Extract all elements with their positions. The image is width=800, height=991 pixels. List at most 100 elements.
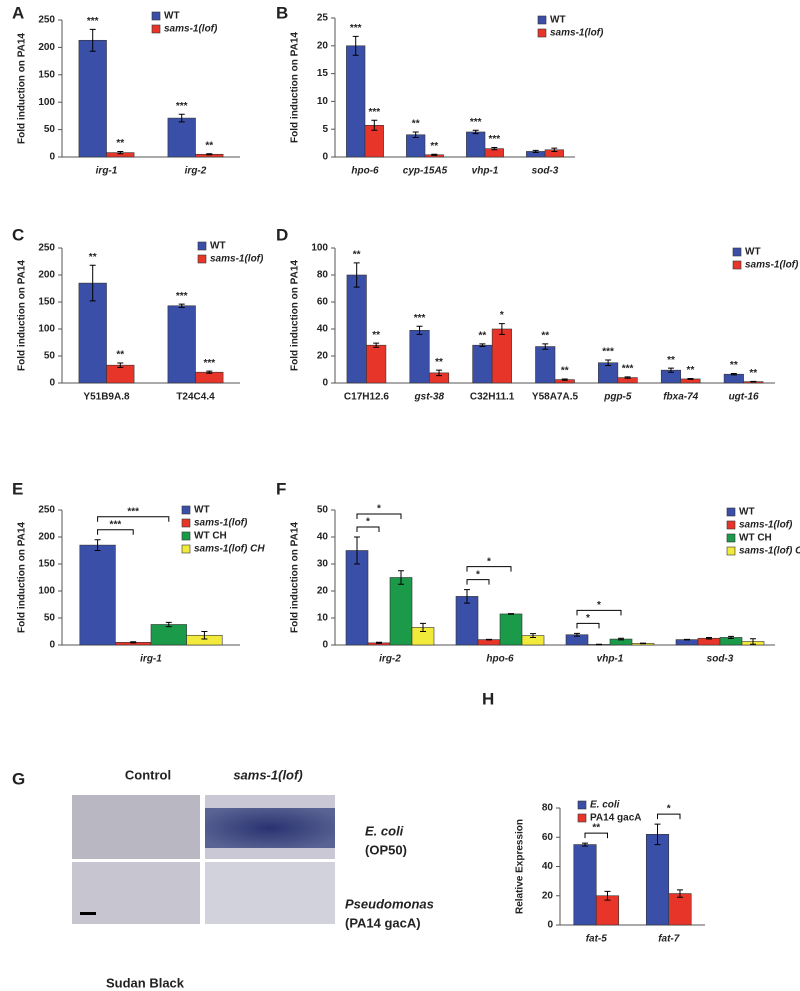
y-tick-label: 30	[317, 559, 329, 570]
x-tick-label: hpo-6	[351, 166, 379, 177]
error-bar	[486, 638, 492, 641]
significance: **	[372, 330, 380, 341]
y-tick-label: 150	[38, 69, 55, 80]
y-axis-label: Fold induction on PA14	[290, 522, 301, 633]
bar	[366, 344, 387, 384]
significance: *	[377, 504, 381, 515]
legend-label: WT	[739, 507, 755, 518]
significance: *	[487, 556, 491, 567]
error-bar	[371, 119, 378, 131]
error-bar	[561, 378, 568, 381]
error-bar	[728, 635, 734, 640]
bar	[477, 639, 501, 646]
error-bar	[479, 343, 486, 348]
significance: ***	[488, 134, 500, 145]
error-bar	[508, 613, 514, 615]
significance: *	[476, 569, 480, 580]
error-bar	[542, 343, 549, 350]
legend-swatch	[181, 518, 191, 528]
bar	[409, 330, 430, 384]
y-axis-label: Fold induction on PA14	[17, 522, 28, 633]
bracket	[356, 513, 402, 519]
x-tick-label: irg-2	[379, 654, 401, 665]
y-tick-label: 10	[317, 613, 329, 624]
error-bar	[178, 303, 185, 308]
bracket	[466, 566, 512, 572]
legend-label: WT	[210, 241, 226, 252]
error-bar	[750, 638, 756, 645]
legend-label: WT	[745, 247, 761, 258]
significance: *	[597, 600, 601, 611]
significance: ***	[176, 101, 188, 112]
error-bar	[604, 890, 611, 901]
legend-label: sams-1(lof)	[164, 24, 218, 35]
bar	[346, 45, 366, 158]
y-tick-label: 50	[44, 124, 56, 135]
legend-swatch	[181, 531, 191, 541]
error-bar	[117, 151, 124, 155]
x-tick-label: Y58A7A.5	[532, 392, 579, 403]
legend-swatch	[726, 520, 736, 530]
legend-swatch	[197, 241, 207, 251]
y-axis-label: Fold induction on PA14	[17, 33, 28, 144]
legend-swatch	[537, 15, 547, 25]
significance: **	[89, 252, 97, 263]
legend-label: sams-1(lof)	[210, 254, 264, 265]
error-bar	[353, 262, 360, 288]
error-bar	[605, 359, 612, 366]
y-tick-label: 50	[44, 351, 56, 362]
column-label: sams-1(lof)	[233, 767, 302, 782]
y-tick-label: 60	[317, 297, 329, 308]
error-bar	[640, 642, 646, 645]
error-bar	[684, 638, 690, 641]
y-tick-label: 100	[311, 243, 328, 254]
row-label: (PA14 gacA)	[345, 915, 421, 930]
error-bar	[730, 373, 737, 376]
x-tick-label: C32H11.1	[470, 392, 515, 403]
legend-label: PA14 gacA	[590, 813, 642, 824]
y-tick-label: 250	[38, 15, 55, 26]
significance: ***	[368, 107, 380, 118]
bar	[491, 328, 512, 384]
legend-label: sams-1(lof) CH	[194, 544, 265, 555]
error-bar	[530, 633, 536, 638]
image	[205, 862, 335, 924]
bar	[455, 596, 479, 646]
y-tick-label: 5	[322, 124, 328, 135]
error-bar	[574, 632, 580, 637]
error-bar	[491, 147, 498, 151]
legend-label: WT	[194, 505, 210, 516]
significance: *	[667, 804, 671, 815]
column-label: Control	[125, 767, 171, 782]
error-bar	[532, 149, 539, 154]
y-tick-label: 0	[49, 640, 55, 651]
error-bar	[165, 621, 172, 628]
bar	[346, 274, 367, 384]
significance: *	[366, 517, 370, 528]
significance: **	[749, 368, 757, 379]
y-axis-label: Fold induction on PA14	[290, 260, 301, 371]
significance: ***	[176, 291, 188, 302]
significance: **	[205, 140, 213, 151]
error-bar	[498, 323, 505, 335]
significance: **	[116, 350, 124, 361]
bar	[535, 346, 556, 384]
x-tick-label: Y51B9A.8	[83, 392, 130, 403]
error-bar	[352, 35, 359, 56]
bar	[195, 371, 224, 384]
legend-label: sams-1(lof)	[745, 260, 799, 271]
y-axis-label: Relative Expression	[515, 819, 526, 914]
legend-swatch	[151, 11, 161, 21]
bar	[466, 131, 486, 158]
bracket	[657, 813, 681, 820]
bar	[723, 373, 744, 384]
bar	[106, 364, 135, 384]
y-tick-label: 100	[38, 97, 55, 108]
image-lipid	[205, 808, 335, 848]
y-tick-label: 40	[317, 324, 329, 335]
y-tick-label: 0	[322, 152, 328, 163]
y-tick-label: 100	[38, 586, 55, 597]
error-bar	[687, 378, 694, 380]
significance: *	[586, 613, 590, 624]
significance: ***	[602, 347, 614, 358]
